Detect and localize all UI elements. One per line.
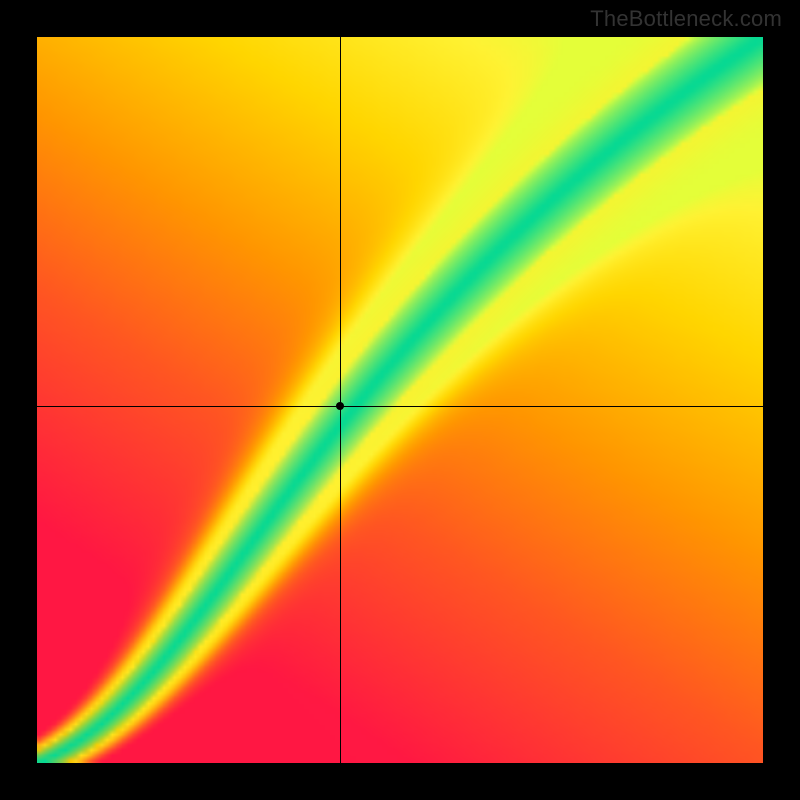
heatmap-canvas [37,37,763,763]
watermark: TheBottleneck.com [590,6,782,32]
bottleneck-heatmap [37,37,763,763]
